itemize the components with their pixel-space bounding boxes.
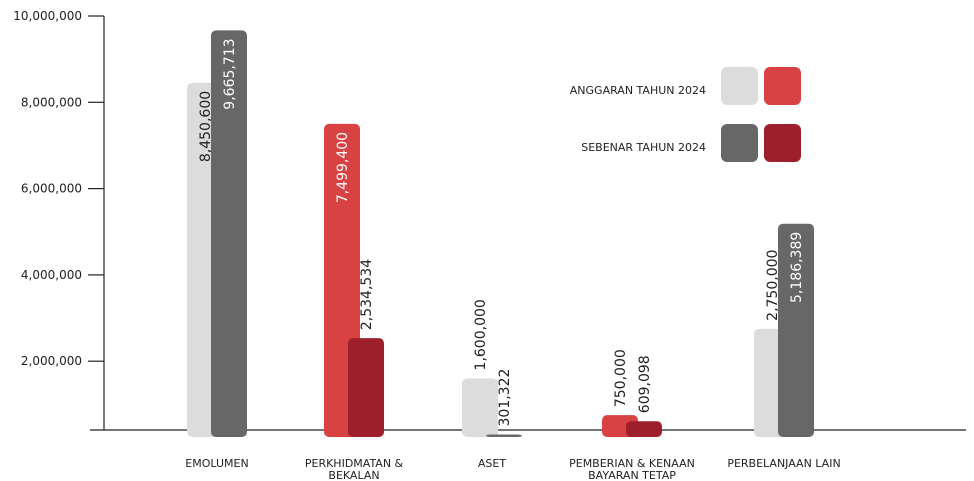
value-label: 609,098	[637, 355, 653, 413]
legend-swatch	[764, 67, 801, 105]
value-label: 8,450,600	[198, 91, 214, 162]
value-label: 9,665,713	[222, 38, 238, 109]
legend-swatch	[721, 124, 758, 162]
value-label: 7,499,400	[335, 132, 351, 203]
y-tick-label: 6,000,000	[21, 182, 82, 196]
x-tick-label: ASET	[477, 457, 507, 470]
x-tick-label: PEMBERIAN & KENAAN BAYARAN TETAP	[569, 457, 695, 481]
y-tick-label: 8,000,000	[21, 95, 82, 109]
legend-swatch	[721, 67, 758, 105]
value-label: 2,750,000	[765, 250, 781, 321]
bar	[462, 378, 498, 437]
bar	[778, 223, 814, 437]
legend-label: SEBENAR TAHUN 2024	[581, 141, 706, 154]
y-tick-label: 10,000,000	[13, 9, 82, 23]
bar	[348, 338, 384, 437]
x-tick-label: PERBELANJAAN LAIN	[727, 457, 841, 470]
x-tick-label: EMOLUMEN	[185, 457, 249, 470]
value-label: 5,186,389	[789, 232, 805, 303]
x-tick-label: PERKHIDMATAN & BEKALAN	[304, 457, 404, 481]
value-label: 750,000	[613, 349, 629, 407]
value-label: 301,322	[497, 369, 513, 427]
y-tick-label: 2,000,000	[21, 354, 82, 368]
legend-label: ANGGARAN TAHUN 2024	[570, 84, 706, 97]
bar	[626, 421, 662, 437]
legend-swatch	[764, 124, 801, 162]
y-tick-label: 4,000,000	[21, 268, 82, 282]
value-label: 2,534,534	[359, 259, 375, 330]
bar	[211, 30, 247, 437]
bar	[486, 434, 522, 437]
value-label: 1,600,000	[473, 299, 489, 370]
